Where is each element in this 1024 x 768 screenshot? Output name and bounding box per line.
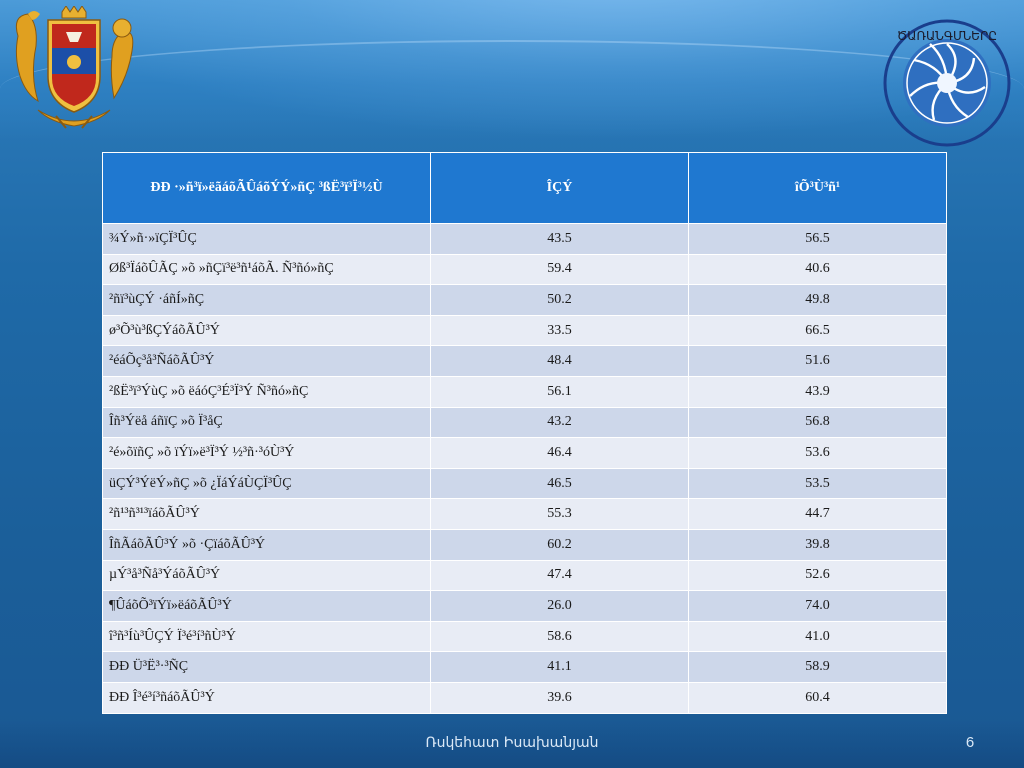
cell-women-percent: 50.2 xyxy=(430,284,689,316)
cell-women-percent: 58.6 xyxy=(430,620,689,653)
cell-women-percent: 60.2 xyxy=(430,528,689,561)
cell-men-percent: 58.9 xyxy=(688,651,947,683)
table-row: ²ßË³ï³ÝùÇ »õ ëáóÇ³É³Ï³Ý Ñ³ñó»ñÇ 56.1 43.9 xyxy=(102,375,947,408)
cell-ministry: ²ßË³ï³ÝùÇ »õ ëáóÇ³É³Ï³Ý Ñ³ñó»ñÇ xyxy=(102,375,431,408)
cell-men-percent: 56.8 xyxy=(688,406,947,439)
cell-ministry: ²ñ¹³ñ³¹³ïáõÃÛ³Ý xyxy=(102,498,431,530)
cell-ministry: ø³Õ³ù³ßÇÝáõÃÛ³Ý xyxy=(102,314,431,347)
cell-women-percent: 43.2 xyxy=(430,406,689,439)
coat-of-arms-icon xyxy=(15,6,134,129)
cell-men-percent: 53.6 xyxy=(688,437,947,469)
cell-men-percent: 49.8 xyxy=(688,284,947,316)
table-row: ²é»õïñÇ »õ ïÝï»ë³Ï³Ý ½³ñ·³óÙ³Ý 46.4 53.6 xyxy=(102,437,947,469)
cell-ministry: ÐÐ Î³é³í³ñáõÃÛ³Ý xyxy=(102,681,431,714)
cell-women-percent: 43.5 xyxy=(430,223,689,255)
cell-men-percent: 60.4 xyxy=(688,681,947,714)
cell-men-percent: 43.9 xyxy=(688,375,947,408)
cell-ministry: ÐÐ Ü³Ë³·³ÑÇ xyxy=(102,651,431,683)
cell-men-percent: 51.6 xyxy=(688,345,947,377)
cell-women-percent: 48.4 xyxy=(430,345,689,377)
cell-women-percent: 39.6 xyxy=(430,681,689,714)
table-body: ¾Ý»ñ·»ïÇÏ³ÛÇ 43.5 56.5 Øß³ÏáõÛÃÇ »õ »ñÇï³ë³… xyxy=(102,223,947,714)
table-row: ²éáÕç³å³ÑáõÃÛ³Ý 48.4 51.6 xyxy=(102,345,947,377)
cell-ministry: ¶ÛáõÕ³ïÝï»ëáõÃÛ³Ý xyxy=(102,590,431,622)
table-row: ¶ÛáõÕ³ïÝï»ëáõÃÛ³Ý 26.0 74.0 xyxy=(102,590,947,622)
table-row: ÎñÃáõÃÛ³Ý »õ ·ÇïáõÃÛ³Ý 60.2 39.8 xyxy=(102,528,947,561)
cell-women-percent: 55.3 xyxy=(430,498,689,530)
organization-logo-icon: ԾԱՌԱՆԳՄՆԵՐԸ xyxy=(883,19,1011,147)
cell-ministry: ¾Ý»ñ·»ïÇÏ³ÛÇ xyxy=(102,223,431,255)
cell-women-percent: 46.5 xyxy=(430,467,689,500)
cell-ministry: Îñ³Ýëå áñïÇ »õ Ï³åÇ xyxy=(102,406,431,439)
table-row: ÐÐ Î³é³í³ñáõÃÛ³Ý 39.6 60.4 xyxy=(102,681,947,714)
cell-women-percent: 46.4 xyxy=(430,437,689,469)
cell-women-percent: 59.4 xyxy=(430,253,689,286)
table-row: ÐÐ Ü³Ë³·³ÑÇ 41.1 58.9 xyxy=(102,651,947,683)
cell-men-percent: 66.5 xyxy=(688,314,947,347)
table-row: ²ñï³ùÇÝ ·áñÍ»ñÇ 50.2 49.8 xyxy=(102,284,947,316)
cell-ministry: ²ñï³ùÇÝ ·áñÍ»ñÇ xyxy=(102,284,431,316)
table-row: ²ñ¹³ñ³¹³ïáõÃÛ³Ý 55.3 44.7 xyxy=(102,498,947,530)
cell-women-percent: 33.5 xyxy=(430,314,689,347)
cell-men-percent: 74.0 xyxy=(688,590,947,622)
header-wave-line xyxy=(0,40,1024,162)
cell-ministry: ²é»õïñÇ »õ ïÝï»ë³Ï³Ý ½³ñ·³óÙ³Ý xyxy=(102,437,431,469)
cell-ministry: Øß³ÏáõÛÃÇ »õ »ñÇï³ë³ñ¹áõÃ. Ñ³ñó»ñÇ xyxy=(102,253,431,286)
cell-men-percent: 53.5 xyxy=(688,467,947,500)
table-row: µÝ³å³Ñå³ÝáõÃÛ³Ý 47.4 52.6 xyxy=(102,559,947,592)
table-row: Îñ³Ýëå áñïÇ »õ Ï³åÇ 43.2 56.8 xyxy=(102,406,947,439)
cell-ministry: î³ñ³Íù³ÛÇÝ Ï³é³í³ñÙ³Ý xyxy=(102,620,431,653)
footer-wave-background xyxy=(0,720,1024,768)
table-row: üÇÝ³ÝëÝ»ñÇ »õ ¿ÏáÝáÙÇÏ³ÛÇ 46.5 53.5 xyxy=(102,467,947,500)
logo-ring-text: ԾԱՌԱՆԳՄՆԵՐԸ xyxy=(897,29,997,43)
cell-women-percent: 41.1 xyxy=(430,651,689,683)
table-row: ¾Ý»ñ·»ïÇÏ³ÛÇ 43.5 56.5 xyxy=(102,223,947,255)
cell-women-percent: 26.0 xyxy=(430,590,689,622)
cell-men-percent: 39.8 xyxy=(688,528,947,561)
cell-women-percent: 56.1 xyxy=(430,375,689,408)
cell-men-percent: 44.7 xyxy=(688,498,947,530)
cell-women-percent: 47.4 xyxy=(430,559,689,592)
cell-ministry: ÎñÃáõÃÛ³Ý »õ ·ÇïáõÃÛ³Ý xyxy=(102,528,431,561)
cell-men-percent: 56.5 xyxy=(688,223,947,255)
cell-men-percent: 40.6 xyxy=(688,253,947,286)
cell-ministry: µÝ³å³Ñå³ÝáõÃÛ³Ý xyxy=(102,559,431,592)
column-header-women: ÎÇÝ xyxy=(430,152,689,224)
cell-men-percent: 41.0 xyxy=(688,620,947,653)
table-row: ø³Õ³ù³ßÇÝáõÃÛ³Ý 33.5 66.5 xyxy=(102,314,947,347)
table-header-row: ÐÐ ·»ñ³ï»ëãáõÃÛáõÝÝ»ñÇ ³ßË³ï³Ï³½Ù ÎÇÝ îÕ… xyxy=(102,152,947,224)
cell-ministry: ²éáÕç³å³ÑáõÃÛ³Ý xyxy=(102,345,431,377)
table-row: Øß³ÏáõÛÃÇ »õ »ñÇï³ë³ñ¹áõÃ. Ñ³ñó»ñÇ 59.4 40… xyxy=(102,253,947,286)
table-row: î³ñ³Íù³ÛÇÝ Ï³é³í³ñÙ³Ý 58.6 41.0 xyxy=(102,620,947,653)
cell-men-percent: 52.6 xyxy=(688,559,947,592)
cell-ministry: üÇÝ³ÝëÝ»ñÇ »õ ¿ÏáÝáÙÇÏ³ÛÇ xyxy=(102,467,431,500)
column-header-ministry: ÐÐ ·»ñ³ï»ëãáõÃÛáõÝÝ»ñÇ ³ßË³ï³Ï³½Ù xyxy=(102,152,431,224)
page-number: 6 xyxy=(965,734,975,751)
column-header-men: îÕ³Ù³ñ¹ xyxy=(688,152,947,224)
footer-author: Ռսկեհատ Իսախանյան xyxy=(425,735,599,751)
data-table: ÐÐ ·»ñ³ï»ëãáõÃÛáõÝÝ»ñÇ ³ßË³ï³Ï³½Ù ÎÇÝ îÕ… xyxy=(102,152,947,714)
